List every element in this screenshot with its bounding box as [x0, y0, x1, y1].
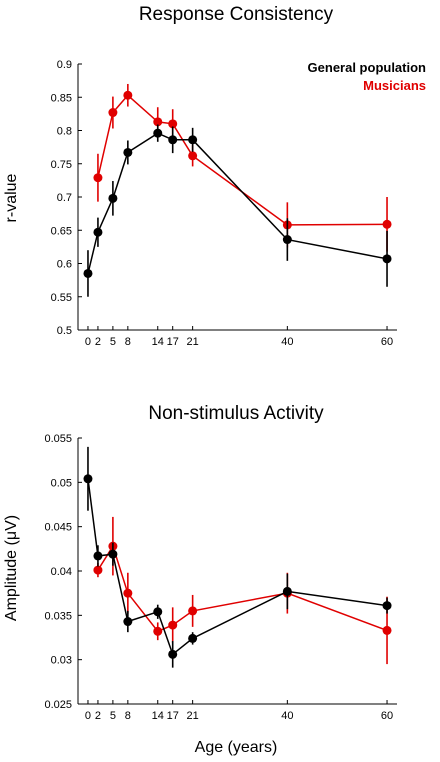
data-point: [188, 606, 198, 616]
x-tick-label: 5: [110, 336, 116, 348]
data-point: [168, 135, 178, 145]
x-tick-label: 21: [187, 710, 199, 722]
y-tick-label: 0.03: [51, 655, 72, 667]
y-tick-label: 0.035: [44, 610, 72, 622]
y-tick-label: 0.8: [57, 126, 72, 138]
x-tick-label: 17: [167, 710, 179, 722]
panel-non-stimulus-activity: Non-stimulus Activity Amplitude (μV) Age…: [3, 403, 397, 756]
y-axis-label: Amplitude (μV): [3, 515, 20, 621]
data-point: [168, 649, 178, 659]
legend-general-population: General population: [308, 60, 427, 75]
y-tick-label: 0.65: [51, 225, 72, 237]
y-tick-label: 0.045: [44, 522, 72, 534]
y-tick-label: 0.6: [57, 259, 72, 271]
x-tick-label: 2: [95, 710, 101, 722]
data-point: [168, 119, 178, 129]
x-tick-label: 40: [281, 336, 293, 348]
data-point: [382, 219, 392, 229]
y-tick-label: 0.04: [51, 566, 72, 578]
y-tick-label: 0.55: [51, 292, 72, 304]
data-point: [83, 474, 93, 484]
x-tick-label: 0: [85, 710, 91, 722]
y-axis-label: r-value: [3, 173, 20, 222]
x-tick-label: 17: [167, 336, 179, 348]
data-point: [188, 151, 198, 161]
y-tick-label: 0.025: [44, 699, 72, 711]
x-tick-label: 8: [125, 710, 131, 722]
y-tick-label: 0.055: [44, 433, 72, 445]
data-point: [168, 620, 178, 630]
y-tick-label: 0.05: [51, 477, 72, 489]
data-point: [382, 601, 392, 611]
y-tick-label: 0.85: [51, 92, 72, 104]
data-point: [382, 254, 392, 264]
x-axis-label: Age (years): [195, 739, 278, 756]
series-line-musicians: [97, 94, 388, 226]
data-point: [382, 625, 392, 635]
data-point: [153, 117, 163, 127]
data-point: [123, 617, 133, 627]
data-point: [153, 607, 163, 617]
data-point: [282, 235, 292, 245]
x-tick-label: 14: [152, 336, 164, 348]
data-point: [83, 268, 93, 278]
y-tick-label: 0.5: [57, 325, 72, 337]
x-tick-label: 8: [125, 336, 131, 348]
data-point: [153, 626, 163, 636]
data-point: [188, 135, 198, 145]
x-tick-label: 60: [381, 336, 393, 348]
x-tick-label: 0: [85, 336, 91, 348]
y-tick-label: 0.7: [57, 192, 72, 204]
series-line-general-population: [87, 132, 388, 274]
data-point: [108, 549, 118, 559]
data-point: [153, 128, 163, 138]
data-point: [123, 90, 133, 100]
data-point: [123, 147, 133, 157]
data-point: [93, 227, 103, 237]
data-point: [282, 586, 292, 596]
data-point: [188, 633, 198, 643]
x-tick-label: 21: [187, 336, 199, 348]
y-tick-label: 0.9: [57, 59, 72, 71]
data-point: [108, 193, 118, 203]
y-tick-label: 0.75: [51, 159, 72, 171]
x-tick-label: 2: [95, 336, 101, 348]
panel-response-consistency: Response Consistency r-value General pop…: [3, 4, 426, 348]
data-point: [93, 565, 103, 575]
x-tick-label: 5: [110, 710, 116, 722]
series-line-musicians: [97, 544, 388, 633]
x-tick-label: 60: [381, 710, 393, 722]
data-point: [123, 588, 133, 598]
legend-musicians: Musicians: [363, 78, 426, 93]
data-point: [93, 173, 103, 183]
x-tick-label: 14: [152, 710, 164, 722]
x-tick-label: 40: [281, 710, 293, 722]
series-line-general-population: [87, 478, 388, 656]
data-point: [108, 108, 118, 118]
chart-title: Non-stimulus Activity: [148, 403, 324, 424]
chart-title: Response Consistency: [139, 4, 334, 25]
data-point: [93, 551, 103, 561]
